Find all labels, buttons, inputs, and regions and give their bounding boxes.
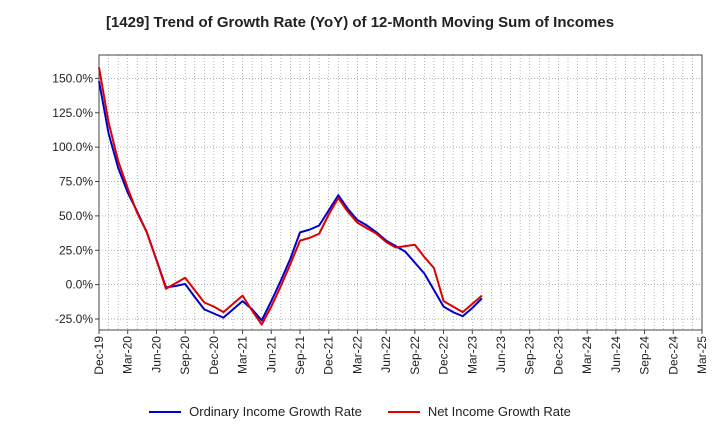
- axis-layer: [95, 54, 703, 334]
- x-tick-label: Sep-21: [293, 336, 307, 375]
- x-tick-label: Jun-20: [149, 336, 163, 373]
- x-tick-label: Dec-19: [92, 336, 106, 375]
- x-tick-label: Jun-23: [494, 336, 508, 373]
- y-tick-label: 50.0%: [59, 209, 93, 223]
- y-tick-label: 25.0%: [59, 243, 93, 257]
- x-tick-label: Mar-25: [695, 336, 709, 374]
- x-tick-label: Sep-23: [523, 336, 537, 375]
- x-tick-label: Mar-20: [121, 336, 135, 374]
- legend-label-ordinary: Ordinary Income Growth Rate: [189, 404, 362, 419]
- legend-swatch-ordinary: [149, 410, 182, 413]
- x-tick-label: Sep-20: [178, 336, 192, 375]
- legend-swatch-net: [387, 410, 420, 413]
- y-tick-label: 75.0%: [59, 175, 93, 189]
- x-tick-label: Dec-23: [551, 336, 565, 375]
- y-tick-label: -25.0%: [55, 312, 93, 326]
- y-tick-label: 125.0%: [52, 106, 93, 120]
- legend-item-ordinary: Ordinary Income Growth Rate: [149, 404, 362, 419]
- legend-label-net: Net Income Growth Rate: [427, 404, 571, 419]
- plot-frame: [98, 54, 703, 331]
- legend: Ordinary Income Growth Rate Net Income G…: [0, 404, 720, 419]
- x-tick-label: Mar-23: [465, 336, 479, 374]
- x-tick-label: Jun-21: [264, 336, 278, 373]
- x-tick-label: Jun-24: [609, 336, 623, 373]
- chart-title: [1429] Trend of Growth Rate (YoY) of 12-…: [105, 14, 615, 31]
- y-tick-label: 150.0%: [52, 71, 93, 85]
- series-layer: [98, 67, 483, 326]
- x-tick-label: Dec-24: [666, 336, 680, 375]
- x-tick-label: Sep-24: [638, 336, 652, 375]
- y-tick-label: 100.0%: [52, 140, 93, 154]
- x-tick-label: Mar-21: [236, 336, 250, 374]
- series-line-1: [98, 67, 483, 326]
- x-tick-label: Mar-24: [580, 336, 594, 374]
- x-tick-label: Dec-21: [322, 336, 336, 375]
- y-tick-label: 0.0%: [66, 278, 94, 292]
- x-tick-label: Dec-20: [207, 336, 221, 375]
- label-layer: -25.0% 0.0% 25.0% 50.0% 75.0% 100.0% 125.0% 150…: [52, 71, 709, 374]
- x-tick-label: Jun-22: [379, 336, 393, 373]
- x-tick-label: Mar-22: [350, 336, 364, 374]
- x-tick-label: Dec-22: [437, 336, 451, 375]
- x-tick-label: Sep-22: [408, 336, 422, 375]
- legend-item-net: Net Income Growth Rate: [387, 404, 571, 419]
- grid-layer: [99, 55, 702, 330]
